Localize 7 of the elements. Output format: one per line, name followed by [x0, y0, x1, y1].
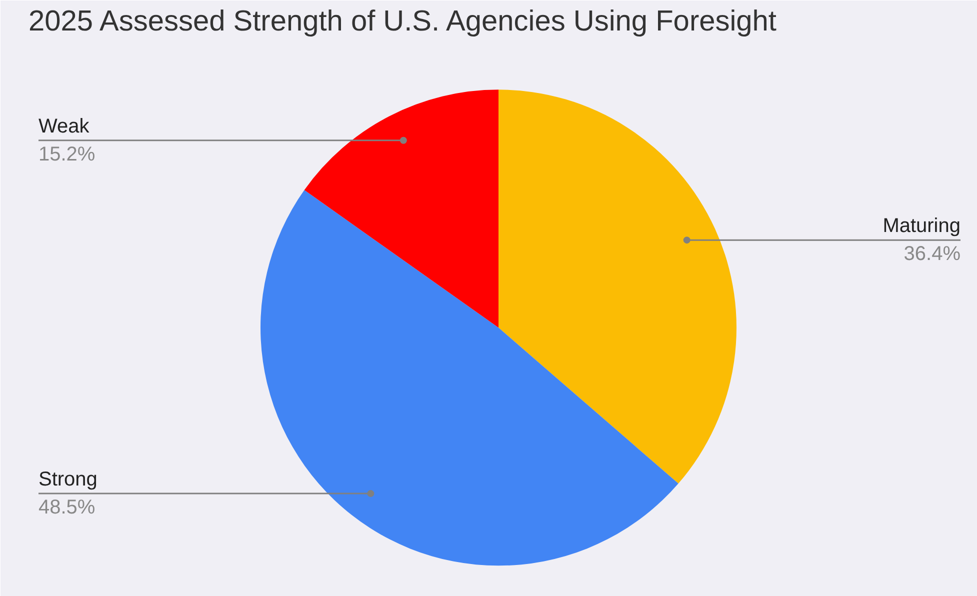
data-label: 36.4%: [904, 243, 961, 266]
data-label: 15.2%: [38, 143, 96, 166]
slice-label: Strong: [38, 468, 98, 490]
data-label: 48.5%: [38, 496, 96, 519]
slice-label: Weak: [38, 115, 90, 138]
chart-title: 2025 Assessed Strength of U.S. Agencies Using Foresight: [28, 6, 776, 38]
slice-label: Maturing: [882, 215, 960, 238]
